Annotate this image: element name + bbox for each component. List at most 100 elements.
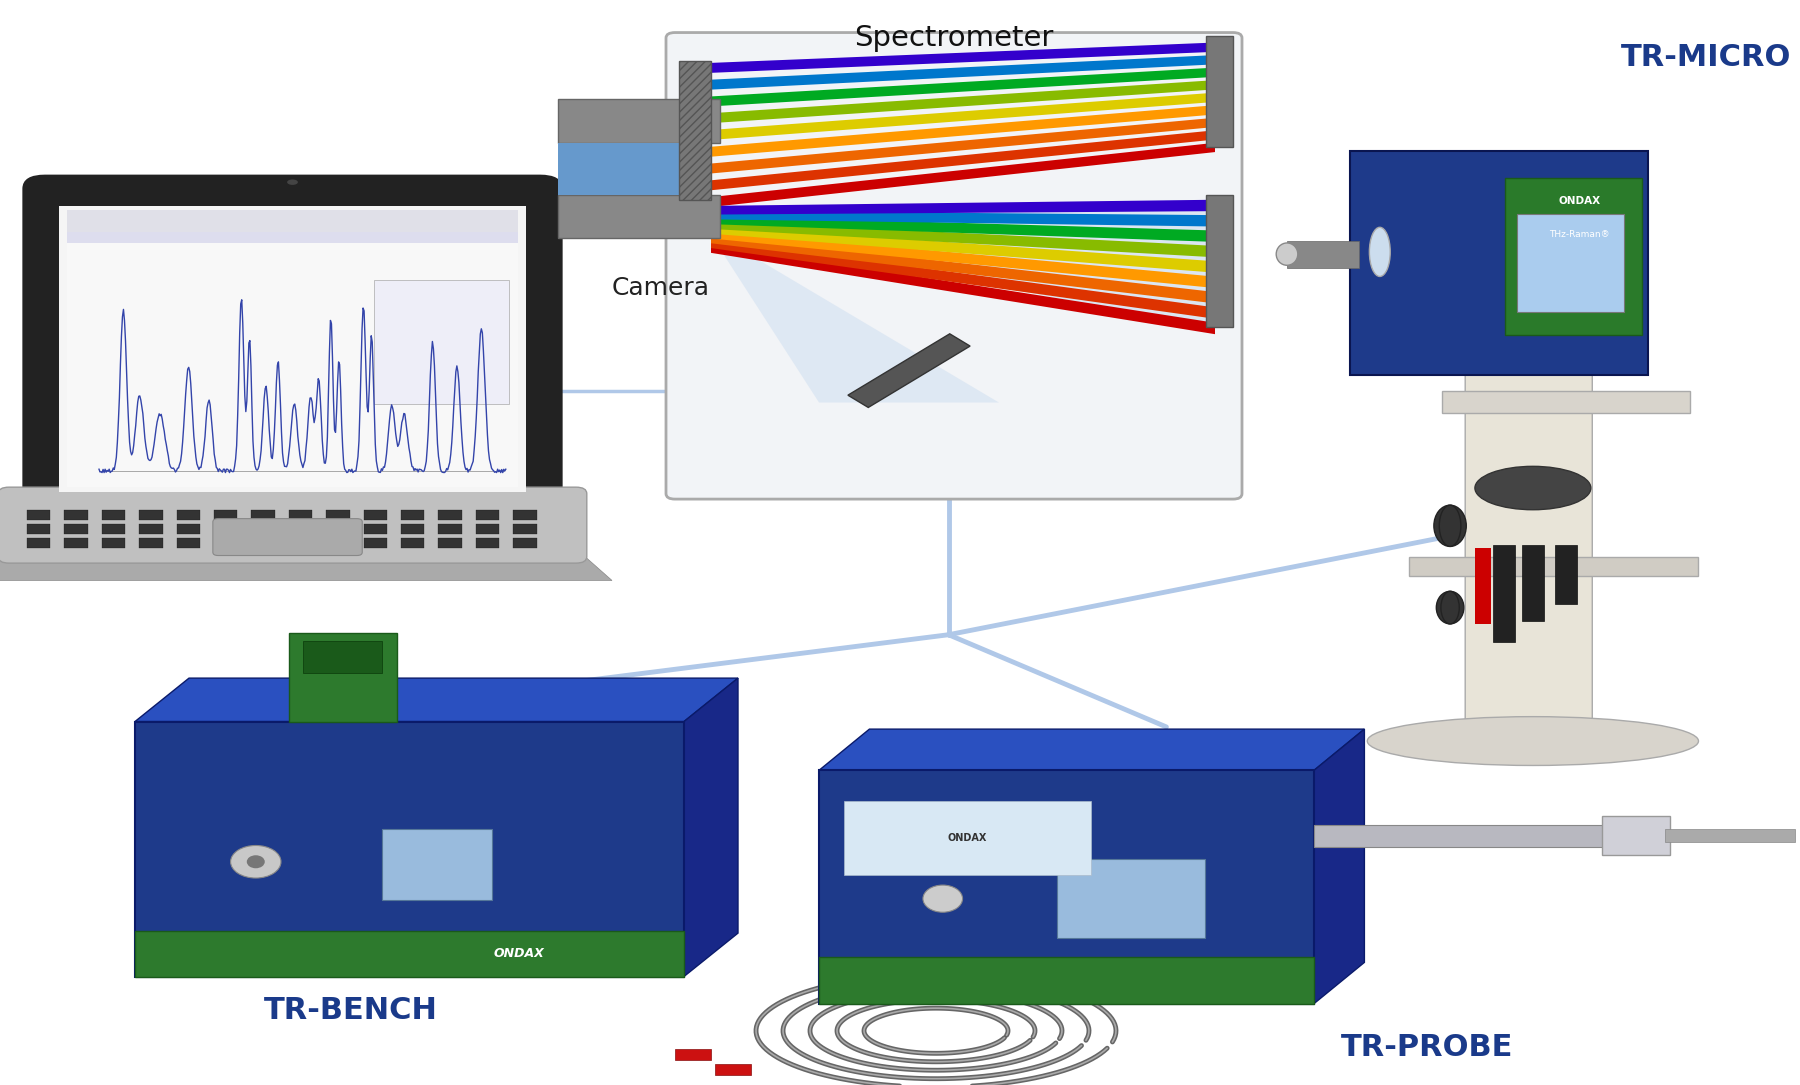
Polygon shape (819, 729, 1364, 770)
Ellipse shape (1435, 506, 1467, 547)
Bar (103, 524, 126, 534)
Polygon shape (707, 229, 999, 403)
Text: ONDAX: ONDAX (1559, 195, 1600, 205)
Ellipse shape (1436, 591, 1463, 624)
Bar (302, 641, 382, 673)
Polygon shape (707, 200, 1206, 328)
Bar (819, 957, 1314, 1004)
Polygon shape (848, 334, 970, 408)
Bar (65, 538, 88, 548)
Bar (65, 524, 88, 534)
FancyBboxPatch shape (23, 176, 562, 518)
Bar (214, 524, 238, 534)
Bar (1057, 859, 1206, 939)
Text: Camera: Camera (612, 276, 709, 299)
Bar (288, 524, 311, 534)
Bar (1409, 557, 1699, 576)
Bar (1314, 825, 1656, 846)
Bar (1287, 241, 1359, 268)
Bar (819, 770, 1314, 1004)
Text: ONDAX: ONDAX (949, 833, 986, 843)
Text: TR-PROBE: TR-PROBE (1341, 1033, 1514, 1062)
Bar (27, 538, 50, 548)
Bar (59, 206, 526, 492)
Polygon shape (707, 55, 1215, 90)
Bar (401, 510, 425, 520)
Ellipse shape (247, 855, 265, 868)
Bar (252, 538, 275, 548)
Bar (252, 524, 275, 534)
Text: TR-MICRO: TR-MICRO (1620, 43, 1791, 73)
Polygon shape (707, 117, 1215, 174)
Bar (135, 722, 684, 977)
Bar (139, 524, 162, 534)
Bar (679, 61, 711, 200)
Ellipse shape (1370, 228, 1390, 277)
Bar (1494, 545, 1516, 642)
Text: THz-Raman®: THz-Raman® (1550, 230, 1609, 239)
Bar (675, 1049, 711, 1060)
Bar (288, 510, 311, 520)
Polygon shape (711, 240, 1215, 319)
Polygon shape (711, 216, 1215, 242)
Bar (252, 510, 275, 520)
Polygon shape (707, 80, 1215, 124)
Bar (374, 280, 509, 404)
Bar (715, 1064, 751, 1075)
Bar (401, 524, 425, 534)
FancyBboxPatch shape (1465, 342, 1593, 754)
Bar (1665, 829, 1795, 842)
Polygon shape (711, 225, 1215, 272)
Polygon shape (707, 130, 1215, 191)
FancyBboxPatch shape (212, 519, 362, 556)
Bar (176, 524, 200, 534)
Polygon shape (0, 557, 612, 580)
Bar (67, 210, 518, 232)
Text: Spectrometer: Spectrometer (855, 24, 1053, 52)
Polygon shape (684, 678, 738, 976)
Polygon shape (711, 200, 1215, 215)
Bar (326, 524, 349, 534)
Bar (1517, 214, 1624, 312)
Bar (1505, 178, 1642, 334)
Bar (513, 538, 536, 548)
Bar (1442, 391, 1690, 412)
Bar (103, 510, 126, 520)
Bar (65, 510, 88, 520)
Bar (1523, 545, 1544, 621)
Bar (326, 538, 349, 548)
Bar (288, 633, 396, 722)
Bar (558, 143, 680, 195)
Polygon shape (707, 92, 1215, 140)
Bar (1206, 195, 1233, 328)
Bar (475, 524, 499, 534)
Bar (214, 538, 238, 548)
FancyBboxPatch shape (1350, 152, 1649, 374)
Polygon shape (707, 42, 1215, 73)
Bar (176, 510, 200, 520)
Bar (1474, 548, 1492, 624)
Bar (382, 829, 491, 901)
FancyBboxPatch shape (0, 487, 587, 563)
Bar (364, 510, 387, 520)
Bar (288, 538, 311, 548)
Polygon shape (707, 67, 1215, 106)
Bar (1602, 816, 1670, 855)
Bar (27, 510, 50, 520)
Polygon shape (711, 234, 1215, 304)
Bar (513, 524, 536, 534)
Bar (439, 510, 463, 520)
Bar (475, 538, 499, 548)
Bar (176, 538, 200, 548)
Bar (475, 510, 499, 520)
Bar (214, 510, 238, 520)
Bar (139, 538, 162, 548)
Ellipse shape (288, 179, 297, 184)
Bar (364, 524, 387, 534)
Polygon shape (707, 143, 1215, 207)
Text: ONDAX: ONDAX (493, 947, 545, 960)
Bar (67, 210, 518, 487)
Ellipse shape (230, 845, 281, 878)
Ellipse shape (923, 885, 963, 912)
Bar (103, 538, 126, 548)
